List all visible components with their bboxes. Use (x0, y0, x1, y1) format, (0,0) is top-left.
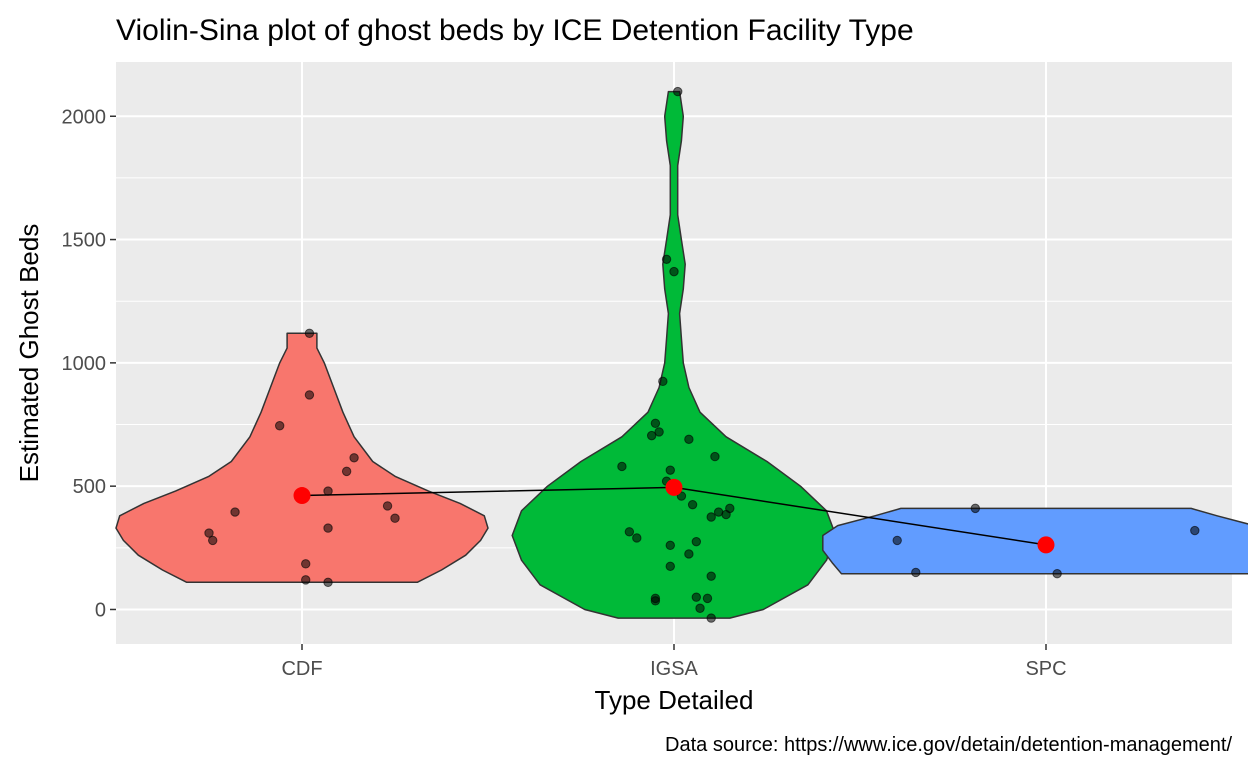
data-point (349, 453, 359, 463)
x-axis-title: Type Detailed (595, 685, 754, 715)
violin-spc (822, 507, 1248, 575)
data-point (304, 328, 315, 338)
data-point (208, 535, 218, 546)
sina-points (204, 86, 1200, 623)
data-point (892, 535, 902, 546)
data-point (669, 266, 679, 277)
data-point (970, 503, 981, 514)
data-point (301, 575, 311, 585)
data-point (341, 466, 352, 477)
data-point (673, 86, 683, 97)
data-point (706, 512, 716, 522)
data-point (323, 523, 333, 533)
data-point (706, 571, 716, 581)
y-tick-label: 1000 (62, 353, 107, 375)
chart-title: Violin-Sina plot of ghost beds by ICE De… (116, 14, 914, 47)
data-point (632, 533, 642, 543)
data-point (650, 418, 661, 428)
data-point (695, 603, 705, 613)
mean-point (1037, 536, 1055, 554)
data-point (304, 390, 315, 400)
data-point (617, 461, 627, 472)
data-point (323, 486, 333, 496)
x-tick-label-cdf: CDF (281, 658, 322, 680)
y-tick-label: 0 (95, 599, 106, 621)
data-point (665, 465, 675, 475)
x-tick-label-spc: SPC (1025, 658, 1066, 680)
data-point (230, 507, 240, 517)
data-point (687, 499, 698, 510)
data-point (301, 559, 311, 569)
data-point (911, 567, 921, 578)
data-point (654, 427, 664, 437)
data-point (702, 593, 713, 604)
data-point (624, 527, 635, 537)
data-point (650, 593, 661, 604)
mean-point (665, 478, 683, 496)
data-point (691, 592, 702, 602)
y-axis-title: Estimated Ghost Beds (14, 224, 44, 483)
data-point (721, 509, 731, 520)
data-point (382, 501, 393, 511)
data-point (1190, 525, 1200, 536)
data-source-caption: Data source: https://www.ice.gov/detain/… (665, 734, 1232, 756)
mean-markers (293, 478, 1055, 554)
data-point (684, 549, 694, 559)
data-point (665, 540, 675, 551)
data-point (658, 376, 668, 387)
data-point (204, 528, 214, 538)
y-tick-label: 500 (73, 476, 106, 498)
data-point (646, 430, 657, 441)
y-tick-label: 2000 (62, 106, 107, 128)
data-point (684, 434, 694, 445)
data-point (274, 421, 285, 431)
axes: 0 500 1000 1500 2000 CDF IGSA SPC (62, 106, 1067, 680)
data-point (706, 613, 716, 623)
data-point (390, 513, 400, 523)
data-point (1052, 569, 1062, 579)
y-tick-label: 1500 (62, 230, 107, 252)
data-point (665, 561, 675, 572)
data-point (710, 451, 720, 462)
mean-point (293, 487, 311, 505)
x-tick-label-igsa: IGSA (650, 658, 698, 680)
data-point (661, 254, 672, 264)
data-point (323, 577, 333, 588)
data-point (691, 536, 702, 547)
violin-igsa (511, 90, 837, 619)
